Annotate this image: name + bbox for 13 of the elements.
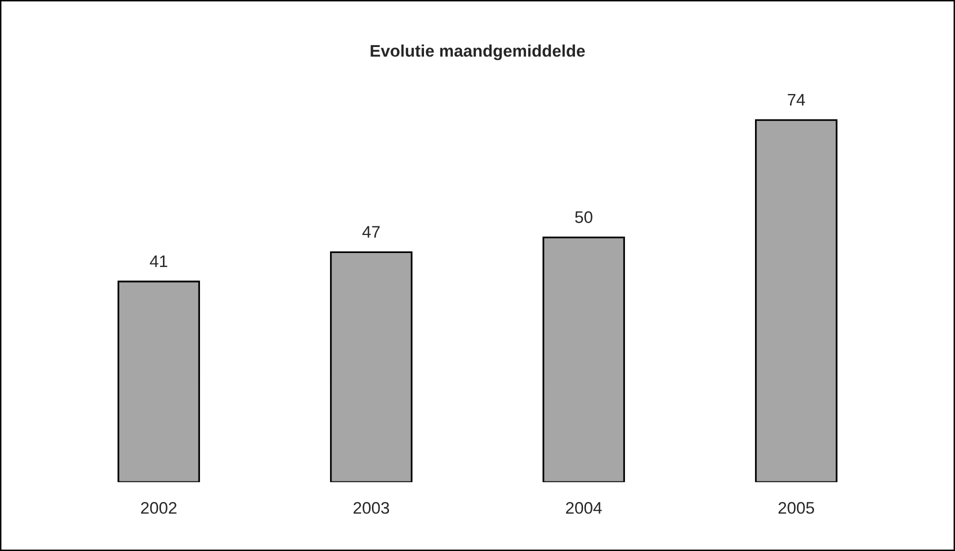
data-label: 50 [575,211,592,224]
x-tick-label: 2004 [566,502,602,514]
data-label: 47 [362,226,380,238]
data-label: 74 [788,94,806,106]
data-label: 41 [150,255,168,267]
chart-title: Evolutie maandgemiddelde [370,44,585,60]
bar [755,119,838,482]
x-tick-label: 2003 [354,502,390,514]
bar [118,280,200,482]
x-tick-label: 2005 [778,502,814,514]
bar [330,251,412,482]
bar [542,236,625,482]
x-tick-label: 2002 [141,502,176,514]
